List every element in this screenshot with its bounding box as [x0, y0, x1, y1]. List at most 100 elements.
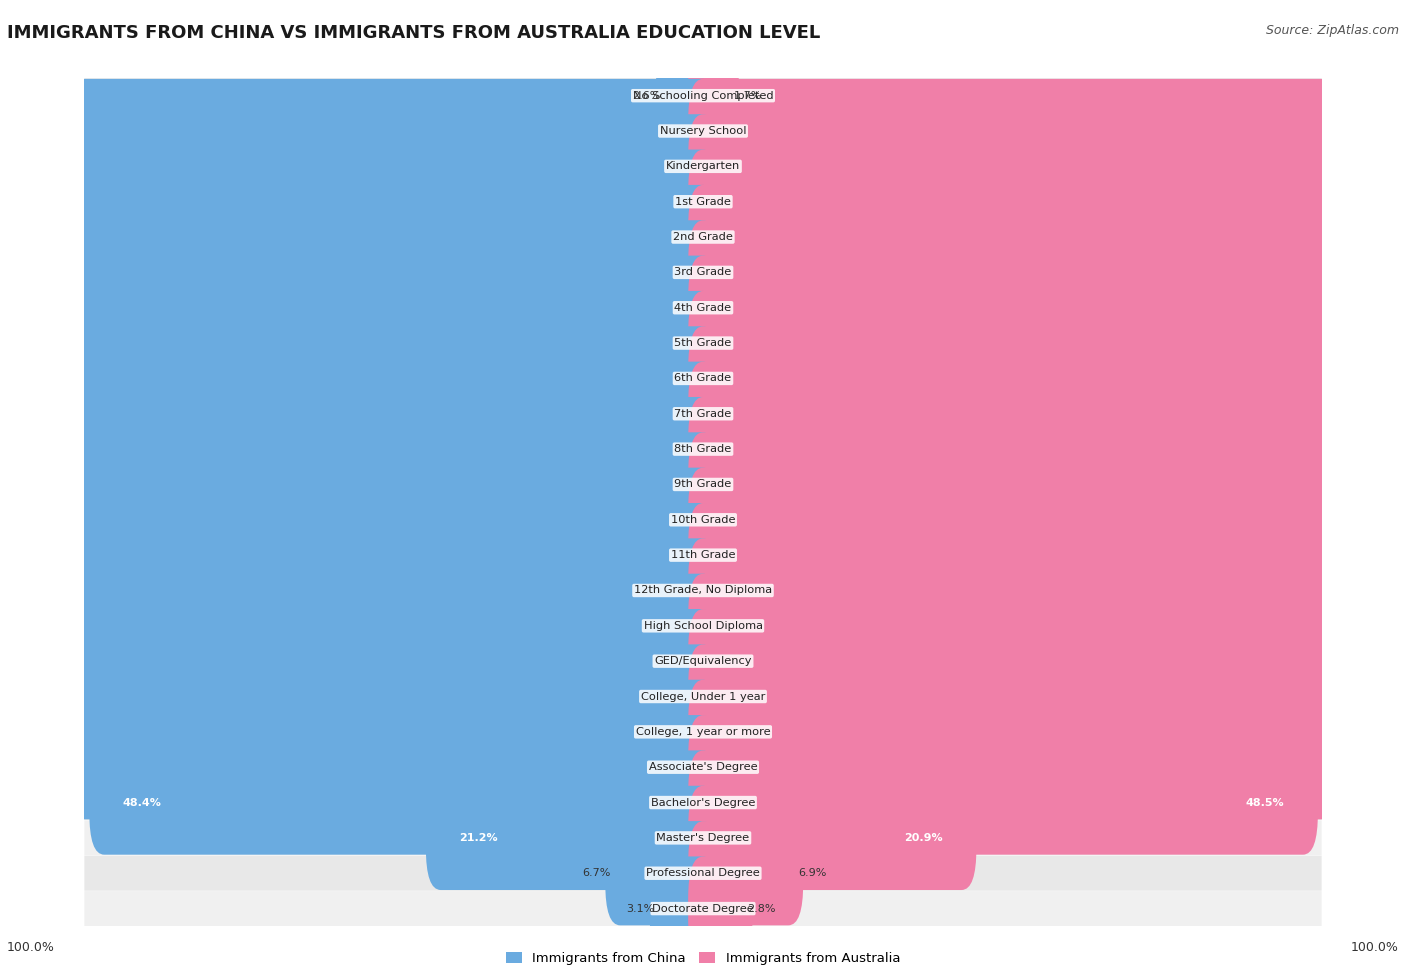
FancyBboxPatch shape — [84, 537, 1322, 572]
FancyBboxPatch shape — [84, 750, 1322, 785]
Text: IMMIGRANTS FROM CHINA VS IMMIGRANTS FROM AUSTRALIA EDUCATION LEVEL: IMMIGRANTS FROM CHINA VS IMMIGRANTS FROM… — [7, 24, 820, 42]
FancyBboxPatch shape — [0, 680, 718, 784]
Text: 4th Grade: 4th Grade — [675, 302, 731, 313]
Text: 1.7%: 1.7% — [734, 91, 762, 100]
Text: 2.8%: 2.8% — [748, 904, 776, 914]
FancyBboxPatch shape — [84, 715, 1322, 750]
FancyBboxPatch shape — [688, 327, 1406, 431]
FancyBboxPatch shape — [0, 185, 718, 290]
FancyBboxPatch shape — [84, 396, 1322, 431]
Text: 6.9%: 6.9% — [799, 868, 827, 878]
FancyBboxPatch shape — [688, 44, 740, 148]
FancyBboxPatch shape — [84, 78, 1322, 113]
FancyBboxPatch shape — [688, 220, 1406, 325]
FancyBboxPatch shape — [0, 291, 718, 395]
FancyBboxPatch shape — [688, 503, 1406, 607]
FancyBboxPatch shape — [0, 609, 718, 714]
FancyBboxPatch shape — [84, 361, 1322, 396]
FancyBboxPatch shape — [688, 362, 1406, 466]
Text: 5th Grade: 5th Grade — [675, 338, 731, 348]
FancyBboxPatch shape — [0, 538, 718, 643]
FancyBboxPatch shape — [650, 856, 718, 960]
FancyBboxPatch shape — [0, 255, 718, 360]
FancyBboxPatch shape — [605, 821, 718, 925]
FancyBboxPatch shape — [84, 467, 1322, 502]
Text: Bachelor's Degree: Bachelor's Degree — [651, 798, 755, 807]
FancyBboxPatch shape — [0, 149, 718, 254]
FancyBboxPatch shape — [688, 149, 1406, 254]
FancyBboxPatch shape — [0, 468, 718, 572]
FancyBboxPatch shape — [84, 891, 1322, 926]
FancyBboxPatch shape — [688, 291, 1406, 395]
FancyBboxPatch shape — [84, 502, 1322, 537]
FancyBboxPatch shape — [688, 114, 1406, 218]
FancyBboxPatch shape — [688, 468, 1406, 572]
Text: 11th Grade: 11th Grade — [671, 550, 735, 561]
FancyBboxPatch shape — [657, 44, 718, 148]
Text: 48.5%: 48.5% — [1246, 798, 1285, 807]
Text: Master's Degree: Master's Degree — [657, 833, 749, 843]
Text: 7th Grade: 7th Grade — [675, 409, 731, 419]
Text: College, 1 year or more: College, 1 year or more — [636, 726, 770, 737]
Text: 10th Grade: 10th Grade — [671, 515, 735, 525]
Text: Professional Degree: Professional Degree — [647, 868, 759, 878]
Text: 21.2%: 21.2% — [460, 833, 498, 843]
FancyBboxPatch shape — [426, 786, 718, 890]
FancyBboxPatch shape — [84, 573, 1322, 608]
FancyBboxPatch shape — [0, 327, 718, 431]
FancyBboxPatch shape — [688, 751, 1317, 855]
FancyBboxPatch shape — [688, 644, 1406, 749]
FancyBboxPatch shape — [688, 397, 1406, 501]
Text: 1st Grade: 1st Grade — [675, 197, 731, 207]
Text: 100.0%: 100.0% — [7, 941, 55, 955]
Text: Doctorate Degree: Doctorate Degree — [652, 904, 754, 914]
FancyBboxPatch shape — [90, 751, 718, 855]
FancyBboxPatch shape — [1, 715, 718, 819]
Text: 100.0%: 100.0% — [1351, 941, 1399, 955]
FancyBboxPatch shape — [0, 432, 718, 536]
Text: 3rd Grade: 3rd Grade — [675, 267, 731, 278]
FancyBboxPatch shape — [688, 573, 1406, 678]
FancyBboxPatch shape — [688, 786, 976, 890]
FancyBboxPatch shape — [84, 326, 1322, 361]
Text: 9th Grade: 9th Grade — [675, 480, 731, 489]
FancyBboxPatch shape — [688, 255, 1406, 360]
FancyBboxPatch shape — [0, 79, 718, 183]
Text: Source: ZipAtlas.com: Source: ZipAtlas.com — [1265, 24, 1399, 37]
FancyBboxPatch shape — [84, 820, 1322, 855]
Legend: Immigrants from China, Immigrants from Australia: Immigrants from China, Immigrants from A… — [506, 953, 900, 965]
FancyBboxPatch shape — [84, 291, 1322, 326]
FancyBboxPatch shape — [688, 715, 1406, 819]
FancyBboxPatch shape — [84, 432, 1322, 467]
FancyBboxPatch shape — [688, 79, 1406, 183]
FancyBboxPatch shape — [0, 644, 718, 749]
Text: 2.6%: 2.6% — [633, 91, 661, 100]
FancyBboxPatch shape — [0, 397, 718, 501]
Text: 6.7%: 6.7% — [582, 868, 610, 878]
FancyBboxPatch shape — [84, 184, 1322, 219]
Text: 12th Grade, No Diploma: 12th Grade, No Diploma — [634, 585, 772, 596]
Text: Nursery School: Nursery School — [659, 126, 747, 137]
FancyBboxPatch shape — [84, 113, 1322, 148]
FancyBboxPatch shape — [688, 821, 803, 925]
Text: High School Diploma: High School Diploma — [644, 621, 762, 631]
FancyBboxPatch shape — [84, 608, 1322, 644]
FancyBboxPatch shape — [84, 856, 1322, 891]
FancyBboxPatch shape — [84, 785, 1322, 820]
Text: 2nd Grade: 2nd Grade — [673, 232, 733, 242]
FancyBboxPatch shape — [688, 432, 1406, 536]
FancyBboxPatch shape — [688, 609, 1406, 714]
FancyBboxPatch shape — [688, 185, 1406, 290]
Text: College, Under 1 year: College, Under 1 year — [641, 691, 765, 702]
Text: Associate's Degree: Associate's Degree — [648, 762, 758, 772]
Text: 8th Grade: 8th Grade — [675, 444, 731, 454]
Text: 55.5%: 55.5% — [35, 762, 73, 772]
FancyBboxPatch shape — [0, 503, 718, 607]
Text: 3.1%: 3.1% — [627, 904, 655, 914]
FancyBboxPatch shape — [84, 644, 1322, 679]
FancyBboxPatch shape — [84, 219, 1322, 254]
Text: GED/Equivalency: GED/Equivalency — [654, 656, 752, 666]
FancyBboxPatch shape — [0, 114, 718, 218]
FancyBboxPatch shape — [0, 362, 718, 466]
FancyBboxPatch shape — [688, 680, 1406, 784]
